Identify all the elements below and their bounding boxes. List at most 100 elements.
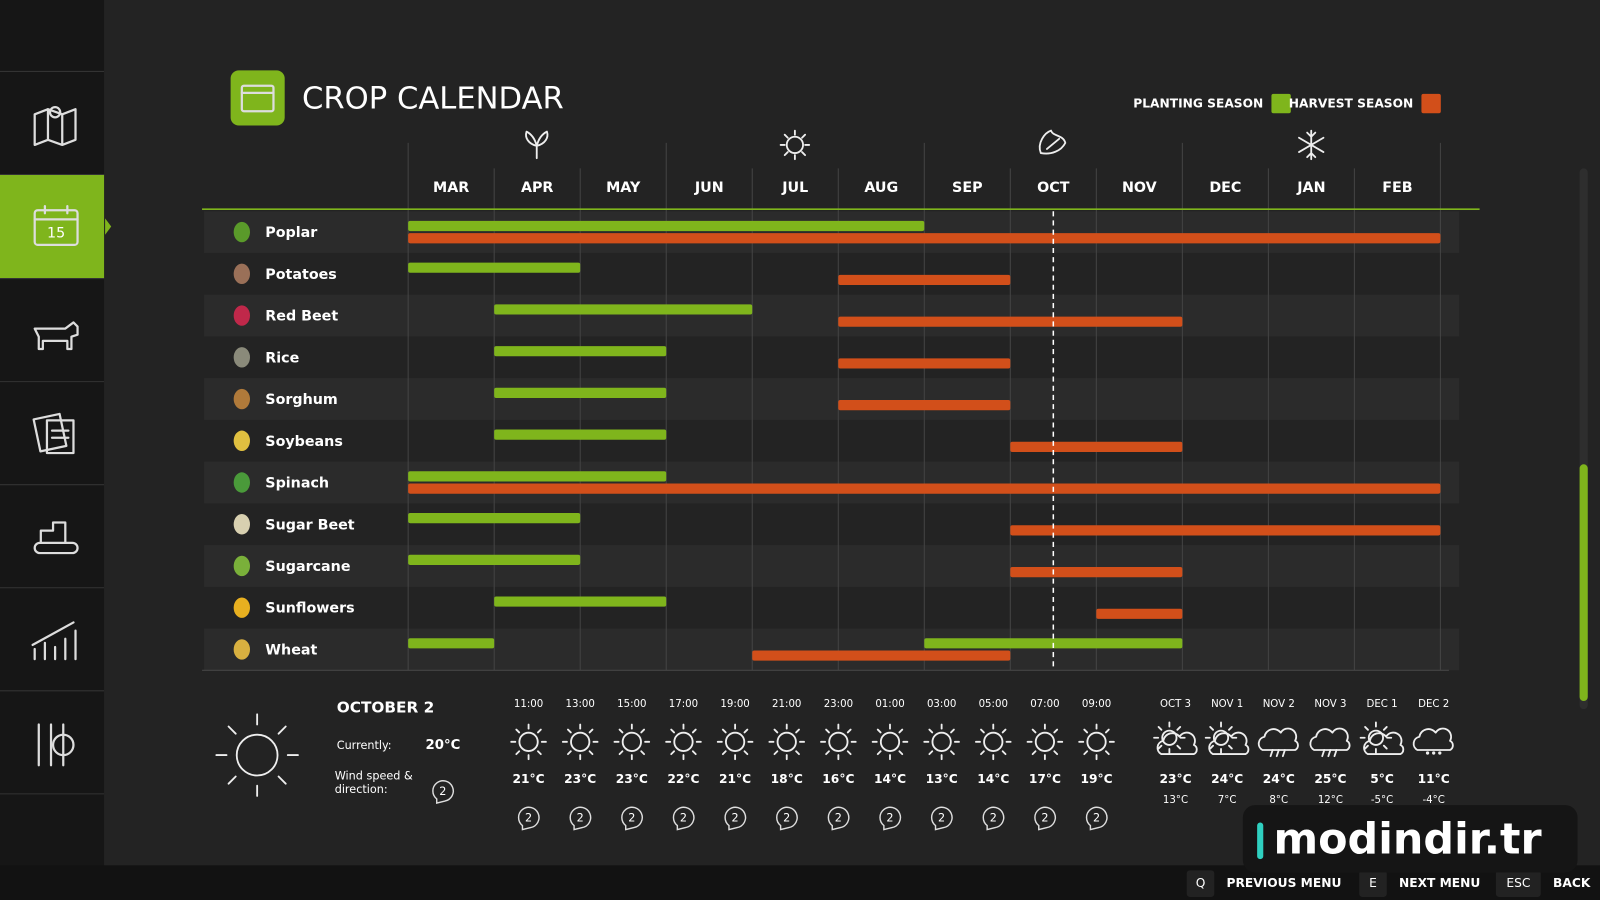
planting-bar (494, 346, 667, 357)
sun (621, 731, 642, 752)
footer: Q PREVIOUS MENU E NEXT MENU ESC BACK (1186, 870, 1591, 897)
sun-ray (567, 750, 572, 756)
sun-ray (1176, 726, 1182, 731)
footer-button[interactable]: Q PREVIOUS MENU (1186, 870, 1342, 897)
contracts-icon[interactable] (32, 412, 75, 455)
hour-label: 09:00 (1082, 699, 1111, 710)
sun-ray (1157, 726, 1163, 731)
crop-icon (233, 430, 250, 451)
footer-button[interactable]: ESC BACK (1495, 870, 1591, 897)
cloud (1208, 731, 1250, 755)
sun-ray (640, 728, 646, 734)
wind-speed: 2 (439, 785, 446, 798)
snowflake (1438, 751, 1442, 755)
settings-icon[interactable] (37, 723, 75, 767)
hour-temp: 23°C (564, 772, 596, 786)
sidebar-active (0, 174, 105, 279)
crop-icon (233, 388, 250, 410)
weather-icon (820, 723, 857, 761)
weather-icon (1412, 727, 1454, 755)
sun (1034, 731, 1055, 752)
harvest-bar (838, 400, 1011, 411)
harvest-bar (752, 650, 1011, 661)
sun-ray (1053, 728, 1059, 734)
weather-icon (871, 723, 909, 761)
day-label: NOV 1 (1211, 699, 1243, 710)
hour-label: 07:00 (1030, 699, 1059, 710)
key-label: ESC (1506, 876, 1530, 890)
scroll-thumb[interactable] (1579, 464, 1588, 702)
sun (879, 731, 901, 752)
row-stripe (204, 211, 1460, 253)
sun (931, 731, 952, 752)
day-high: 24°C (1263, 772, 1295, 786)
production-icon[interactable] (33, 521, 79, 555)
crop-name: Red Beet (265, 309, 338, 325)
crop-icon (233, 263, 250, 285)
key-box (1495, 870, 1541, 897)
footer-button[interactable]: E NEXT MENU (1359, 870, 1480, 897)
sun (1161, 729, 1178, 746)
map-icon[interactable] (33, 106, 77, 147)
button-label: BACK (1553, 876, 1591, 890)
harvest-bar (838, 274, 1011, 286)
hour-label: 15:00 (617, 699, 646, 710)
sun-ray (640, 750, 646, 756)
button-label: PREVIOUS MENU (1227, 876, 1342, 890)
sun-ray (618, 750, 624, 756)
day-label: DEC 2 (1418, 699, 1449, 710)
crop-icon (233, 347, 250, 368)
harvest-bar (1096, 608, 1183, 619)
day-label: NOV 2 (1263, 699, 1295, 710)
current-label: Currently: (337, 739, 392, 752)
hour-label: 13:00 (566, 699, 595, 710)
sun-ray (795, 750, 800, 756)
day-low: 12°C (1318, 795, 1343, 806)
sun-ray (1001, 750, 1007, 756)
planting-bar (408, 638, 495, 649)
weather-icon (1204, 721, 1250, 755)
weather-date: OCTOBER 2 (337, 699, 435, 717)
calendar-day: 15 (47, 226, 65, 242)
row-stripe (204, 378, 1460, 420)
planting-bar (494, 387, 667, 399)
weather-icon (613, 723, 651, 761)
hour-temp: 13°C (926, 772, 958, 786)
day-low: 8°C (1269, 795, 1288, 806)
cloud (1363, 731, 1405, 755)
weather-icon (1257, 727, 1299, 758)
month-label: APR (521, 180, 553, 196)
cloud (1412, 727, 1454, 751)
statistics-icon[interactable] (31, 621, 77, 661)
current-temp: 20°C (426, 738, 461, 753)
legend-label: HARVEST SEASON (1289, 97, 1413, 111)
sun-ray (825, 728, 830, 734)
rain-drop (1275, 749, 1280, 758)
wind-speed: 2 (1041, 811, 1048, 824)
crop-icon (233, 472, 250, 493)
weather-icon (1153, 721, 1198, 755)
cloud (1257, 727, 1299, 751)
wind-label: Wind speed & direction: (334, 769, 413, 796)
key-label: E (1369, 876, 1377, 890)
crop-name: Potatoes (265, 267, 337, 283)
weather-icon (1359, 721, 1405, 755)
sun (983, 731, 1004, 752)
sun-ray (691, 750, 697, 756)
sidebar-dividers (0, 70, 105, 795)
sun-ray (1031, 728, 1037, 734)
active-arrow (105, 218, 112, 235)
planting-bar (494, 429, 667, 440)
cloud (1309, 727, 1351, 751)
animals-icon[interactable] (33, 321, 79, 351)
sun-ray (670, 728, 676, 734)
hour-temp: 16°C (822, 772, 854, 786)
weather-icon (1078, 723, 1115, 761)
wind-indicator (931, 806, 953, 831)
crop-icon (233, 639, 250, 660)
calendar-icon[interactable]: 15 (33, 205, 79, 247)
row-stripe (204, 545, 1460, 587)
sun-ray (1053, 750, 1059, 756)
month-label: JUL (781, 180, 808, 196)
wind-indicator (569, 806, 592, 831)
